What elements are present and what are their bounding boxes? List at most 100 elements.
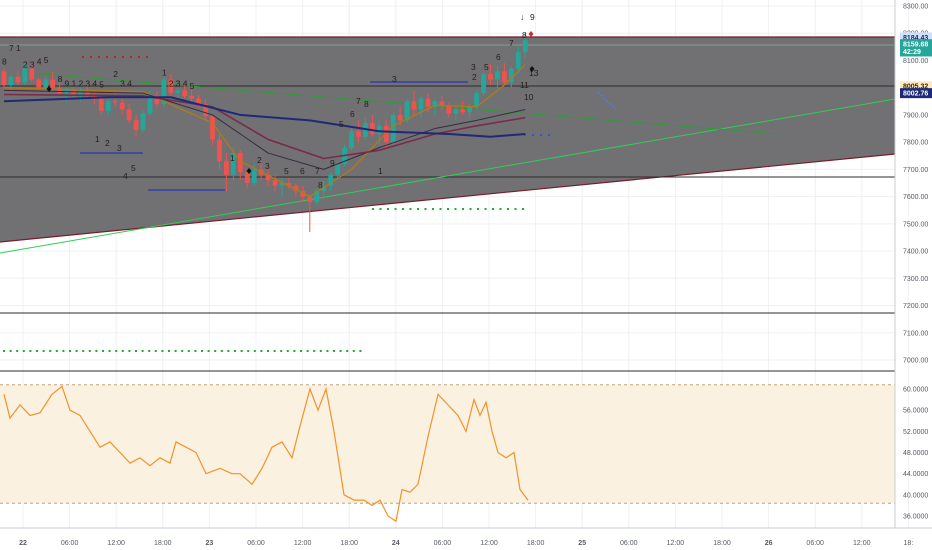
dot	[454, 208, 457, 210]
dot	[240, 350, 243, 352]
time-tick-label: 12:00	[853, 540, 871, 547]
price-tag-label: 42:29	[903, 49, 921, 56]
candle-body	[453, 109, 459, 114]
price-tag-box	[900, 88, 932, 99]
td-count-label: 6	[350, 109, 355, 119]
td-count-label: ↓	[520, 12, 524, 22]
dot	[477, 208, 479, 210]
candle-body	[203, 104, 208, 117]
time-tick-label: 06:00	[620, 540, 638, 547]
dot	[42, 350, 45, 352]
candle-body	[425, 98, 431, 107]
moving-average-4	[3, 96, 526, 138]
time-tick-label: 12:00	[107, 540, 125, 547]
candle-body	[460, 109, 466, 113]
td-count-label: 11	[520, 80, 529, 90]
candle-body	[210, 116, 215, 140]
td-count-label: 3	[120, 78, 125, 88]
candle-body	[411, 101, 417, 110]
moving-average-3	[3, 93, 526, 160]
time-tick-label: 12:00	[480, 540, 498, 547]
dot	[507, 208, 509, 210]
dot	[514, 208, 517, 210]
dot	[267, 350, 269, 352]
time-tick-label: 18:00	[527, 540, 545, 547]
td-count-label: 7	[315, 166, 320, 176]
td-count-label: 5	[44, 55, 49, 65]
dot	[168, 350, 170, 352]
td-count-label: 3	[176, 78, 181, 88]
dot	[22, 350, 25, 352]
candle-body	[78, 91, 83, 96]
td-count-label: 9	[530, 12, 535, 22]
td-count-label: 3	[265, 161, 270, 171]
td-count-label: 5	[131, 163, 136, 173]
projection-dotted-path	[597, 91, 617, 110]
candle-body	[279, 183, 285, 186]
time-tick-label: 24	[392, 540, 400, 547]
moving-average-1	[3, 64, 526, 198]
dot	[424, 208, 427, 210]
candle-body	[286, 183, 292, 186]
dot	[234, 350, 236, 352]
dot	[417, 208, 419, 210]
candle-body	[175, 90, 181, 94]
time-tick-label: 12:00	[667, 540, 685, 547]
td-count-label: 3	[85, 78, 90, 88]
candle-body	[154, 95, 160, 105]
td-count-label: 9	[65, 78, 70, 88]
candle-body	[237, 153, 243, 173]
red-dot-row	[82, 56, 148, 58]
td-count-label: 5	[484, 62, 489, 72]
candle-body	[50, 79, 56, 88]
candle-body	[307, 196, 313, 203]
dot	[141, 350, 144, 352]
td-count-label: 1	[162, 67, 167, 77]
candle-body	[105, 101, 111, 111]
candle-body	[300, 191, 306, 197]
candle-body	[8, 76, 14, 85]
candle-body	[515, 52, 521, 69]
td-count-label: 9	[330, 158, 335, 168]
dot	[75, 350, 78, 352]
candle-body	[98, 98, 104, 111]
dot	[95, 350, 98, 352]
candle-body	[168, 79, 174, 94]
price-tick-label: 7100.00	[903, 330, 928, 337]
candle-body	[390, 114, 396, 143]
rising-trendline	[0, 98, 896, 254]
candle-body	[397, 114, 403, 121]
dot	[227, 350, 230, 352]
candle-body	[265, 174, 271, 181]
dot	[207, 350, 210, 352]
candle-body	[418, 98, 424, 110]
price-tick-label: 8300.00	[903, 4, 928, 11]
dot	[439, 208, 442, 210]
dot	[432, 208, 434, 210]
td-count-label: 3	[392, 74, 397, 84]
td-count-label: 4	[183, 78, 188, 88]
dot	[319, 350, 322, 352]
td-count-label: 5	[339, 119, 344, 129]
candle-body	[293, 185, 299, 192]
dot	[379, 208, 382, 210]
dot	[260, 350, 263, 352]
green-dot-row-lower	[3, 350, 362, 352]
price-tick-label: 7500.00	[903, 221, 928, 228]
time-tick-label: 06:00	[806, 540, 824, 547]
moving-average-2	[3, 89, 526, 170]
time-axis: 22 06:00 12:00 18:00 23 06:00 12:00 18:00 24 06:0…	[19, 540, 913, 547]
diamond-marker-black	[529, 66, 535, 72]
price-tick-label: 7200.00	[903, 303, 928, 310]
time-tick-label: 25	[578, 540, 586, 547]
td-count-label: 6	[496, 52, 501, 62]
dot	[148, 350, 151, 352]
dot	[339, 350, 342, 352]
candle-body	[404, 101, 410, 121]
candle-body	[502, 71, 507, 83]
price-tag-label: 8184.43	[903, 35, 928, 42]
price-tag-box	[900, 39, 932, 50]
dot	[540, 134, 542, 136]
dot	[90, 56, 92, 58]
